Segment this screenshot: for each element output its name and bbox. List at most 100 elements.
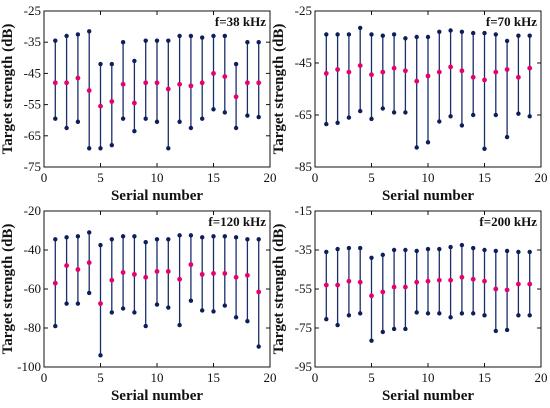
min-point bbox=[380, 106, 385, 111]
mean-point bbox=[459, 274, 465, 280]
x-axis-title: Serial number bbox=[382, 388, 474, 404]
max-point bbox=[211, 234, 216, 239]
min-point bbox=[98, 146, 103, 151]
max-point bbox=[87, 230, 92, 235]
mean-point bbox=[436, 69, 442, 75]
max-point bbox=[346, 32, 352, 37]
max-point bbox=[346, 245, 352, 251]
min-point bbox=[324, 317, 329, 322]
max-point bbox=[109, 61, 115, 67]
max-point bbox=[166, 38, 171, 43]
mean-point bbox=[120, 81, 126, 87]
mean-point bbox=[188, 83, 194, 89]
max-point bbox=[493, 248, 498, 254]
min-point bbox=[75, 119, 81, 124]
x-tick-label: 20 bbox=[264, 170, 277, 185]
mean-point bbox=[516, 74, 521, 80]
min-point bbox=[64, 125, 69, 131]
mean-point bbox=[504, 67, 510, 72]
min-point bbox=[245, 318, 250, 324]
y-tick-label: -40 bbox=[24, 242, 41, 257]
mean-point bbox=[143, 80, 149, 86]
max-point bbox=[256, 237, 261, 242]
min-point bbox=[53, 323, 58, 329]
max-point bbox=[324, 32, 329, 37]
min-point bbox=[120, 116, 126, 121]
mean-point bbox=[403, 284, 408, 290]
min-point bbox=[324, 121, 329, 127]
mean-point bbox=[369, 293, 374, 299]
max-point bbox=[414, 248, 419, 254]
mean-point bbox=[98, 301, 103, 307]
mean-point bbox=[448, 64, 453, 70]
min-point bbox=[482, 146, 487, 151]
mean-point bbox=[391, 284, 397, 290]
mean-point bbox=[64, 263, 69, 268]
max-point bbox=[459, 242, 465, 248]
mean-point bbox=[98, 103, 103, 109]
min-point bbox=[448, 114, 453, 119]
min-point bbox=[425, 311, 431, 316]
min-point bbox=[166, 305, 171, 310]
min-point bbox=[358, 311, 363, 316]
min-point bbox=[154, 302, 160, 307]
min-point bbox=[335, 322, 340, 328]
max-point bbox=[98, 61, 103, 67]
mean-point bbox=[188, 262, 194, 268]
min-point bbox=[369, 116, 374, 122]
min-point bbox=[346, 313, 352, 318]
max-point bbox=[200, 35, 205, 40]
min-point bbox=[143, 116, 148, 121]
mean-point bbox=[177, 81, 183, 87]
y-tick-label: -55 bbox=[24, 97, 41, 112]
min-point bbox=[403, 326, 408, 332]
mean-point bbox=[335, 67, 340, 72]
max-point bbox=[504, 38, 510, 44]
mean-point bbox=[165, 269, 171, 274]
min-point bbox=[391, 110, 397, 115]
min-point bbox=[527, 114, 532, 119]
min-point bbox=[109, 310, 115, 315]
mean-point bbox=[245, 272, 250, 278]
y-tick-label: -35 bbox=[24, 34, 41, 49]
y-tick-label: -25 bbox=[24, 3, 41, 18]
min-point bbox=[391, 326, 397, 332]
min-point bbox=[471, 311, 476, 316]
min-point bbox=[233, 125, 239, 131]
mean-point bbox=[335, 282, 340, 288]
min-point bbox=[459, 311, 465, 316]
x-axis-title: Serial number bbox=[111, 388, 203, 404]
x-tick-label: 5 bbox=[97, 170, 104, 185]
min-point bbox=[245, 113, 250, 118]
max-point bbox=[222, 234, 227, 239]
max-point bbox=[335, 32, 340, 37]
y-tick-label: -75 bbox=[295, 320, 312, 335]
max-point bbox=[482, 30, 487, 36]
min-point bbox=[98, 353, 103, 358]
max-point bbox=[369, 255, 374, 260]
y-tick-label: -75 bbox=[24, 159, 41, 174]
max-point bbox=[437, 246, 442, 252]
mean-point bbox=[211, 271, 216, 276]
max-point bbox=[425, 246, 431, 252]
mean-point bbox=[436, 277, 442, 283]
max-point bbox=[391, 247, 397, 253]
mean-point bbox=[527, 65, 533, 71]
y-tick-label: -35 bbox=[295, 242, 312, 257]
y-tick-label: -85 bbox=[295, 159, 312, 174]
min-point bbox=[414, 310, 419, 315]
min-point bbox=[87, 146, 92, 151]
max-point bbox=[75, 32, 81, 37]
mean-point bbox=[75, 267, 81, 272]
max-point bbox=[358, 245, 363, 251]
mean-point bbox=[211, 71, 216, 76]
max-point bbox=[188, 233, 194, 238]
y-axis-title: Target strength (dB) bbox=[271, 224, 287, 355]
max-point bbox=[177, 233, 182, 238]
max-point bbox=[53, 38, 58, 43]
x-tick-label: 20 bbox=[535, 370, 548, 385]
max-point bbox=[143, 38, 148, 43]
mean-point bbox=[52, 280, 58, 286]
mean-point bbox=[64, 80, 69, 86]
